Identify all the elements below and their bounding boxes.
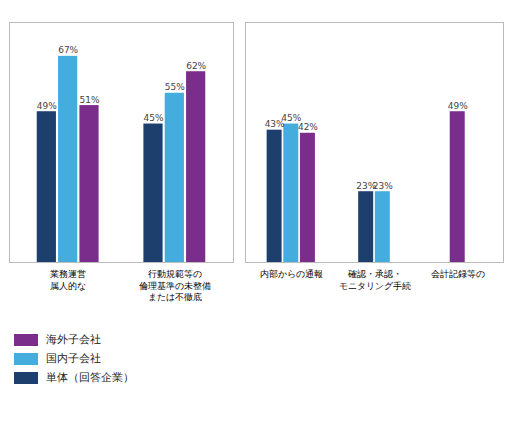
svg-text:内部からの通報: 内部からの通報 — [260, 269, 323, 279]
svg-text:49%: 49% — [448, 101, 468, 111]
svg-text:23%: 23% — [356, 180, 377, 191]
svg-text:23%: 23% — [373, 181, 393, 191]
svg-text:確認・承認・モニタリング手続: 確認・承認・モニタリング手続 — [339, 269, 411, 291]
html-text:国内子会社: 国内子会社 — [46, 352, 101, 365]
svg-text:67%: 67% — [58, 45, 78, 55]
svg-text:45%: 45% — [143, 113, 163, 123]
svg-text:42%: 42% — [298, 122, 318, 132]
svg-text:62%: 62% — [186, 61, 206, 71]
svg-text:55%: 55% — [165, 82, 185, 92]
svg-text:51%: 51% — [79, 95, 99, 105]
svg-text:49%: 49% — [37, 101, 57, 111]
svg-text:行動規範等の倫理基準の未整備または不徹底: 行動規範等の倫理基準の未整備または不徹底 — [139, 269, 211, 302]
svg-text:業務運営属人的な: 業務運営属人的な — [50, 269, 86, 291]
svg-text:45%: 45% — [281, 113, 302, 123]
html-text:単体（回答企業）: 単体（回答企業） — [46, 371, 134, 384]
html-text:海外子会社: 海外子会社 — [46, 333, 101, 346]
svg-text:43%: 43% — [264, 119, 285, 130]
svg-text:会計記録等の: 会計記録等の — [431, 269, 485, 279]
